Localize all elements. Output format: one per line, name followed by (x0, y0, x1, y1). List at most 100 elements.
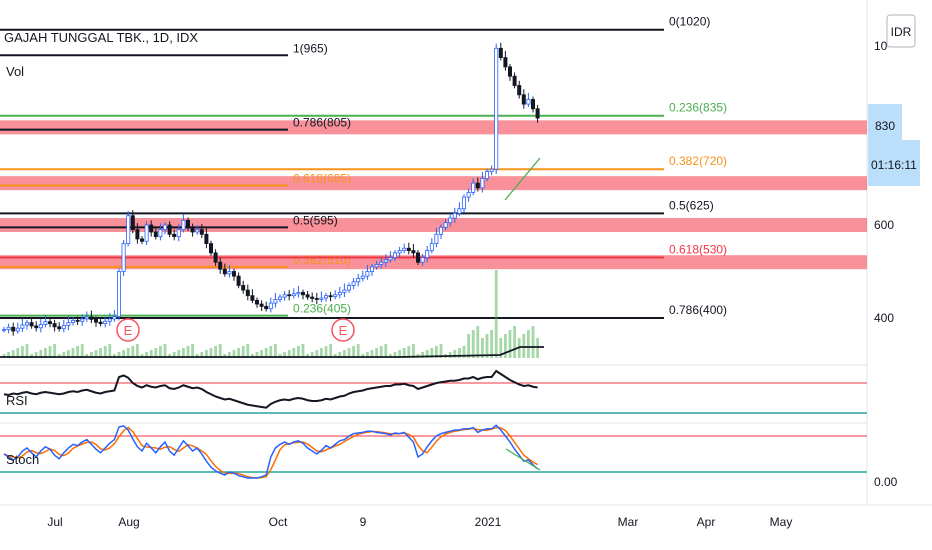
candle-body-110 (507, 66, 512, 77)
candle-body-74 (342, 289, 347, 293)
x-tick-6: Apr (697, 515, 716, 529)
candle-body-62 (287, 294, 292, 297)
candle-body-60 (277, 296, 282, 300)
volume-bar-54 (251, 354, 254, 358)
candle-body-81 (374, 264, 379, 268)
volume-bar-104 (481, 338, 484, 358)
volume-bar-83 (384, 344, 388, 358)
candle-body-2 (11, 326, 16, 332)
x-tick-3: 9 (360, 515, 367, 529)
volume-bar-41 (191, 344, 194, 358)
volume-bar-59 (274, 344, 277, 358)
volume-bar-89 (412, 344, 415, 358)
candle-body-88 (406, 247, 411, 251)
volume-bar-71 (329, 344, 332, 358)
volume-bar-39 (182, 348, 185, 358)
candle-body-75 (346, 285, 351, 291)
candle-body-113 (521, 94, 526, 105)
candle-body-7 (34, 325, 39, 329)
volume-bar-74 (343, 350, 346, 358)
volume-bar-82 (379, 346, 383, 358)
volume-bar-0 (2, 354, 6, 358)
volume-bar-66 (306, 354, 309, 358)
candle-body-20 (94, 318, 99, 323)
volume-bar-9 (44, 348, 47, 358)
x-tick-1: Aug (118, 515, 139, 529)
last-price-label: 830 (875, 119, 895, 133)
candle-body-54 (250, 295, 255, 301)
volume-bar-1 (7, 352, 10, 358)
volume-bar-40 (186, 346, 190, 358)
fib-b-label-2: 0.382(720) (669, 154, 727, 168)
fib-b-label-1: 0.236(835) (669, 101, 727, 115)
volume-bar-101 (467, 334, 470, 358)
candle-body-22 (103, 320, 108, 324)
candle-body-76 (351, 281, 356, 286)
volume-bar-70 (324, 346, 328, 358)
volume-bar-15 (71, 348, 75, 358)
volume-ma-line (0, 346, 544, 358)
volume-bar-88 (407, 346, 411, 358)
resistance-zone-1 (0, 176, 867, 191)
fib-a-label-4: 0.382(510) (293, 253, 351, 267)
candle-body-32 (149, 224, 154, 233)
volume-bar-53 (246, 344, 250, 358)
candle-body-84 (388, 257, 393, 261)
currency-button[interactable]: IDR (886, 14, 916, 48)
volume-bar-7 (34, 352, 38, 358)
candle-body-49 (227, 271, 232, 275)
volume-bar-12 (57, 354, 61, 358)
chart-symbol-title: GAJAH TUNGGAL TBK., 1D, IDX (4, 30, 198, 45)
fib-a-label-2: 0.618(685) (293, 171, 351, 185)
volume-bar-6 (30, 354, 33, 358)
candle-body-56 (259, 303, 264, 307)
candle-body-59 (273, 298, 278, 304)
volume-bar-105 (485, 334, 489, 358)
candle-body-57 (264, 305, 269, 310)
volume-bar-115 (531, 326, 535, 358)
volume-bar-91 (421, 352, 424, 358)
stoch-pane-label: Stoch (6, 452, 39, 467)
candle-body-58 (268, 302, 273, 310)
volume-bar-24 (113, 354, 116, 358)
candle-body-44 (204, 233, 209, 245)
volume-bar-48 (223, 354, 227, 358)
candle-body-109 (503, 57, 508, 68)
candle-body-52 (241, 285, 246, 291)
earnings-marker-0 (116, 318, 140, 342)
volume-bar-51 (237, 348, 240, 358)
volume-bar-79 (366, 352, 369, 358)
candle-body-107 (494, 47, 499, 170)
candle-body-65 (300, 292, 305, 296)
volume-bar-102 (471, 330, 475, 358)
candle-body-82 (379, 261, 384, 265)
candle-body-98 (452, 212, 457, 219)
volume-bar-52 (241, 346, 245, 358)
candle-body-35 (162, 224, 167, 231)
candle-body-12 (57, 326, 62, 330)
candle-body-26 (121, 243, 126, 272)
volume-bar-78 (361, 354, 365, 358)
candle-body-33 (153, 231, 158, 238)
volume-bar-22 (103, 346, 107, 358)
candle-body-103 (475, 182, 480, 189)
volume-bar-34 (159, 346, 162, 358)
resistance-zone-0 (0, 120, 867, 135)
volume-bar-23 (108, 344, 112, 358)
volume-bar-73 (338, 352, 342, 358)
fib-a-label-5: 0.236(405) (293, 302, 351, 316)
candle-body-18 (84, 316, 89, 320)
candle-body-36 (167, 224, 172, 235)
volume-bar-11 (53, 344, 56, 358)
candle-body-25 (117, 271, 122, 318)
candle-body-50 (231, 271, 236, 277)
volume-bar-31 (145, 352, 148, 358)
candle-body-48 (222, 268, 227, 275)
volume-bar-30 (140, 354, 144, 358)
volume-bar-85 (393, 352, 397, 358)
candle-body-17 (80, 318, 85, 322)
candle-body-114 (526, 99, 531, 105)
candle-body-29 (135, 229, 140, 240)
candle-body-115 (531, 99, 536, 110)
